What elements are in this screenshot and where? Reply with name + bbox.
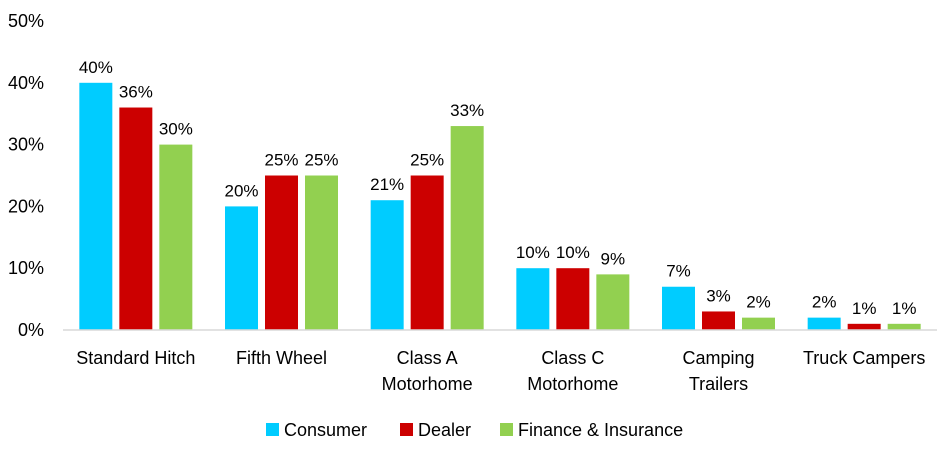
data-label: 2% [812,293,837,312]
y-tick-label: 40% [8,73,44,93]
data-label: 20% [224,181,258,200]
data-label: 2% [746,293,771,312]
x-category-label: Truck Campers [803,348,925,368]
x-category-label: Standard Hitch [76,348,195,368]
bar [265,175,298,330]
data-labels: 40% 36% 30% 20% 25% 25% 21% 25% 33% 10% 10% 9% 7% 3% 2… [79,58,917,318]
bar [159,144,193,330]
bar [807,317,841,330]
legend-swatch [266,423,279,436]
bar [662,286,695,330]
y-tick-label: 0% [18,320,44,340]
bar [225,206,258,330]
data-label: 25% [410,151,444,170]
bar [556,268,590,330]
data-label: 1% [852,299,877,318]
legend-swatch [400,423,413,436]
data-label: 33% [450,101,484,120]
data-label: 40% [79,58,113,77]
legend: Consumer Dealer Finance & Insurance [266,420,683,440]
bar [742,317,775,330]
x-category-label: Class A [397,348,458,368]
x-category-label: Camping [682,348,754,368]
data-label: 1% [892,299,917,318]
legend-label: Finance & Insurance [518,420,683,440]
legend-label: Dealer [418,420,471,440]
legend-swatch [500,423,513,436]
y-axis: 0% 10% 20% 30% 40% 50% [8,11,44,340]
x-category-label: Motorhome [527,374,618,394]
bar [887,323,921,330]
y-tick-label: 20% [8,196,44,216]
data-label: 9% [601,249,626,268]
bar [847,323,881,330]
bar [596,274,630,330]
x-category-label: Motorhome [382,374,473,394]
data-label: 10% [556,243,590,262]
bar [119,107,153,331]
data-label: 25% [304,151,338,170]
bar [79,82,113,330]
data-label: 25% [264,151,298,170]
bar [516,268,550,330]
data-label: 30% [159,120,193,139]
bar [305,175,338,330]
bar [450,126,484,330]
data-label: 36% [119,83,153,102]
x-category-label: Fifth Wheel [236,348,327,368]
data-label: 3% [706,286,731,305]
x-category-label: Trailers [689,374,748,394]
data-label: 10% [516,243,550,262]
bars [79,82,921,331]
x-category-label: Class C [541,348,604,368]
x-axis: Standard Hitch Fifth Wheel Class A Motorhom… [76,348,925,394]
y-tick-label: 30% [8,135,44,155]
data-label: 7% [666,262,691,281]
bar [370,200,404,330]
bar [410,175,444,330]
data-label: 21% [370,175,404,194]
y-tick-label: 10% [8,258,44,278]
legend-label: Consumer [284,420,367,440]
y-tick-label: 50% [8,11,44,31]
bar [702,311,735,330]
